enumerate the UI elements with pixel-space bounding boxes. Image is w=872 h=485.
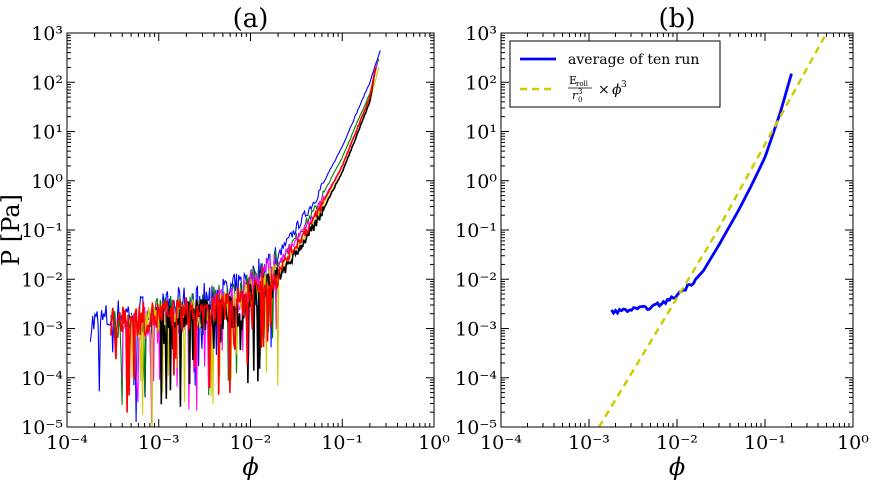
y-tick-label: 10⁻⁵	[21, 417, 63, 439]
x-tick-label: 10⁻²	[656, 432, 698, 454]
legend-fit-phi: ϕ	[612, 82, 622, 98]
x-axis-label: ϕ	[242, 453, 258, 481]
series-line-1	[597, 33, 828, 427]
y-tick-label: 10⁻³	[455, 319, 497, 341]
legend-fit-den: r	[572, 89, 578, 102]
series-line-3	[130, 67, 380, 427]
x-tick-label: 10⁻⁴	[46, 432, 88, 454]
x-tick-label: 10⁰	[418, 432, 450, 454]
y-tick-label: 10²	[31, 72, 63, 94]
y-tick-label: 10³	[465, 23, 497, 45]
y-tick-label: 10⁻¹	[455, 220, 497, 242]
y-tick-label: 10²	[465, 72, 497, 94]
y-tick-label: 10⁻¹	[21, 220, 63, 242]
legend-label-average: average of ten run	[568, 52, 699, 68]
x-tick-label: 10⁻³	[568, 432, 610, 454]
y-tick-label: 10⁰	[31, 171, 63, 193]
x-tick-label: 10⁻²	[230, 432, 272, 454]
legend-fit-den-sub: 0	[578, 96, 582, 104]
panel-b: 10⁻⁴ 10⁻³ 10⁻² 10⁻¹ 10⁰10⁻⁵10⁻⁴10⁻³10⁻²10⁻¹1…	[455, 4, 869, 481]
y-tick-label: 10⁻⁵	[455, 417, 497, 439]
legend-fit-times: ×	[598, 82, 610, 98]
x-tick-label: 10⁻¹	[744, 432, 786, 454]
x-axis-label: ϕ	[669, 453, 685, 481]
y-tick-label: 10⁻³	[21, 319, 63, 341]
y-tick-label: 10⁻⁴	[455, 368, 497, 390]
ticks	[500, 32, 854, 428]
legend-box	[509, 40, 721, 108]
chart-title: (b)	[659, 4, 696, 34]
panel-a: 10⁻⁴ 10⁻³ 10⁻² 10⁻¹ 10⁰10⁻⁵10⁻⁴10⁻³10⁻²10⁻¹1…	[0, 4, 450, 481]
y-tick-label: 10⁻²	[455, 269, 497, 291]
y-tick-label: 10³	[31, 23, 63, 45]
y-tick-label: 10¹	[31, 122, 63, 144]
x-tick-label: 10⁻³	[138, 432, 180, 454]
legend-fit-num-sub: roll	[576, 80, 589, 88]
chart-title: (a)	[233, 4, 269, 34]
plot-area	[597, 33, 828, 427]
series-line-0	[610, 73, 793, 316]
y-tick-label: 10⁰	[465, 171, 497, 193]
x-tick-label: 10⁻⁴	[480, 432, 522, 454]
legend-fit-num: E	[569, 74, 577, 87]
y-tick-label: 10⁻²	[21, 269, 63, 291]
legend-fit-den-sup: 3	[578, 88, 582, 96]
y-axis-label: P [Pa]	[0, 194, 25, 266]
x-tick-label: 10⁰	[837, 432, 869, 454]
x-tick-label: 10⁻¹	[321, 432, 363, 454]
y-tick-label: 10¹	[465, 122, 497, 144]
series-line-5	[110, 67, 377, 413]
plot-area	[89, 50, 381, 427]
y-tick-label: 10⁻⁴	[21, 368, 63, 390]
legend-fit-phi-sup: 3	[621, 80, 627, 90]
ticks	[66, 32, 435, 428]
